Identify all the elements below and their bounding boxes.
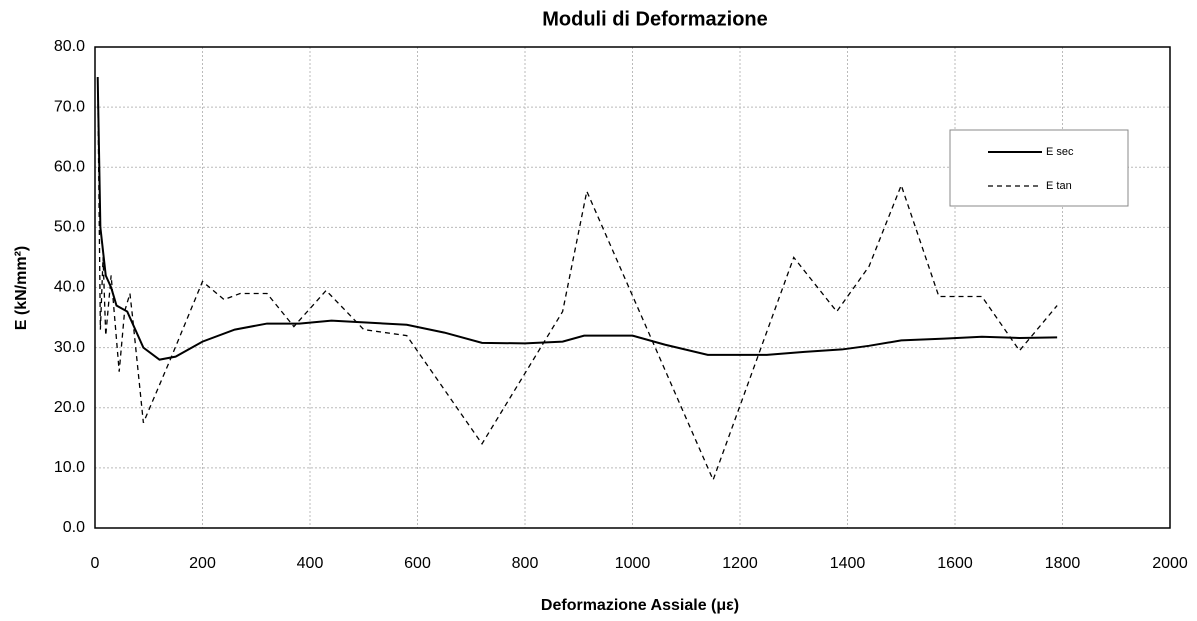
legend-label: E tan (1046, 180, 1072, 192)
x-axis-label: Deformazione Assiale (με) (541, 597, 739, 614)
x-tick-label: 400 (297, 555, 324, 572)
legend-box (949, 129, 1129, 207)
chart-title: Moduli di Deformazione (542, 8, 768, 30)
x-tick-label: 1400 (830, 555, 866, 572)
y-tick-label: 20.0 (54, 399, 85, 416)
y-tick-label: 0.0 (63, 519, 85, 536)
x-tick-label: 0 (91, 555, 100, 572)
x-tick-label: 600 (404, 555, 431, 572)
y-tick-label: 60.0 (54, 158, 85, 175)
x-tick-label: 2000 (1152, 555, 1188, 572)
x-tick-label: 800 (512, 555, 539, 572)
y-tick-label: 50.0 (54, 219, 85, 236)
x-tick-label: 200 (189, 555, 216, 572)
y-tick-label: 30.0 (54, 339, 85, 356)
series-line (96, 77, 1058, 361)
y-tick-label: 70.0 (54, 98, 85, 115)
series-line (97, 77, 1058, 482)
y-tick-label: 80.0 (54, 38, 85, 55)
x-tick-label: 1800 (1045, 555, 1081, 572)
x-tick-label: 1600 (937, 555, 973, 572)
y-axis-label: E (kN/mm²) (13, 246, 30, 330)
plot-frame (94, 46, 1171, 529)
x-tick-label: 1200 (722, 555, 758, 572)
x-tick-label: 1000 (615, 555, 651, 572)
legend-label: E sec (1046, 146, 1074, 158)
y-tick-label: 10.0 (54, 459, 85, 476)
y-tick-label: 40.0 (54, 279, 85, 296)
